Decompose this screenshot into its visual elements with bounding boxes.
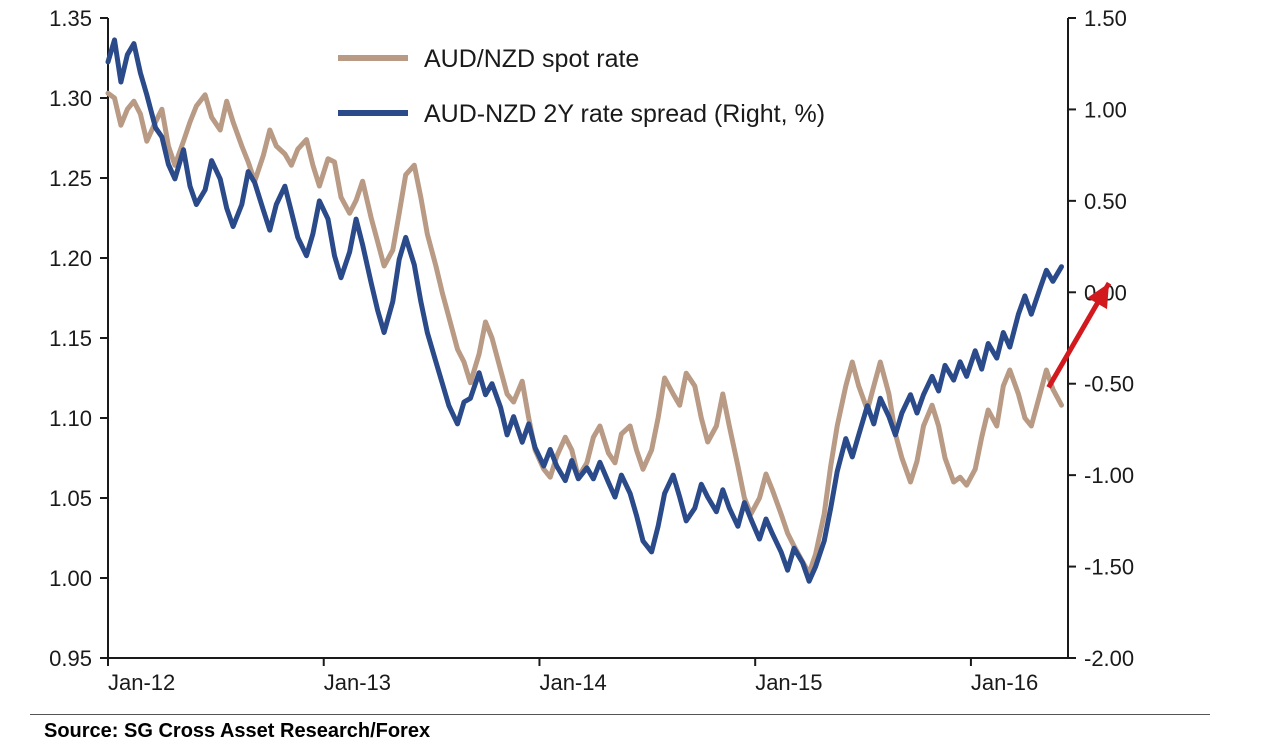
y-left-tick-label: 0.95 xyxy=(49,646,92,671)
y-right-tick-label: 1.50 xyxy=(1084,6,1127,31)
y-left-tick-label: 1.20 xyxy=(49,246,92,271)
y-right-tick-label: -1.00 xyxy=(1084,463,1134,488)
y-left-tick-label: 1.15 xyxy=(49,326,92,351)
x-tick-label: Jan-16 xyxy=(971,670,1038,695)
y-right-tick-label: -1.50 xyxy=(1084,555,1134,580)
series-aud-nzd-spot xyxy=(108,93,1062,573)
source-text: Source: SG Cross Asset Research/Forex xyxy=(44,720,430,743)
y-left-tick-label: 1.30 xyxy=(49,86,92,111)
y-right-tick-label: -0.50 xyxy=(1084,372,1134,397)
separator-rule xyxy=(30,714,1210,715)
x-tick-label: Jan-13 xyxy=(324,670,391,695)
legend-label: AUD-NZD 2Y rate spread (Right, %) xyxy=(424,100,825,128)
y-left-tick-label: 1.25 xyxy=(49,166,92,191)
chart-container: 0.95 1.00 1.05 1.10 1.15 1.20 1.25 1.30 1.35 -2.0… xyxy=(0,0,1268,756)
y-right-tick-label: -2.00 xyxy=(1084,646,1134,671)
y-left-tick-label: 1.00 xyxy=(49,566,92,591)
y-left-tick-label: 1.10 xyxy=(49,406,92,431)
legend-label: AUD/NZD spot rate xyxy=(424,45,639,73)
chart-svg: 0.95 1.00 1.05 1.10 1.15 1.20 1.25 1.30 1.35 -2.0… xyxy=(0,0,1268,710)
y-left-tick-label: 1.05 xyxy=(49,486,92,511)
y-right-tick-label: 0.50 xyxy=(1084,189,1127,214)
y-left-tick-label: 1.35 xyxy=(49,6,92,31)
y-right-tick-label: 1.00 xyxy=(1084,97,1127,122)
x-tick-label: Jan-14 xyxy=(539,670,606,695)
x-tick-label: Jan-15 xyxy=(755,670,822,695)
x-tick-label: Jan-12 xyxy=(108,670,175,695)
